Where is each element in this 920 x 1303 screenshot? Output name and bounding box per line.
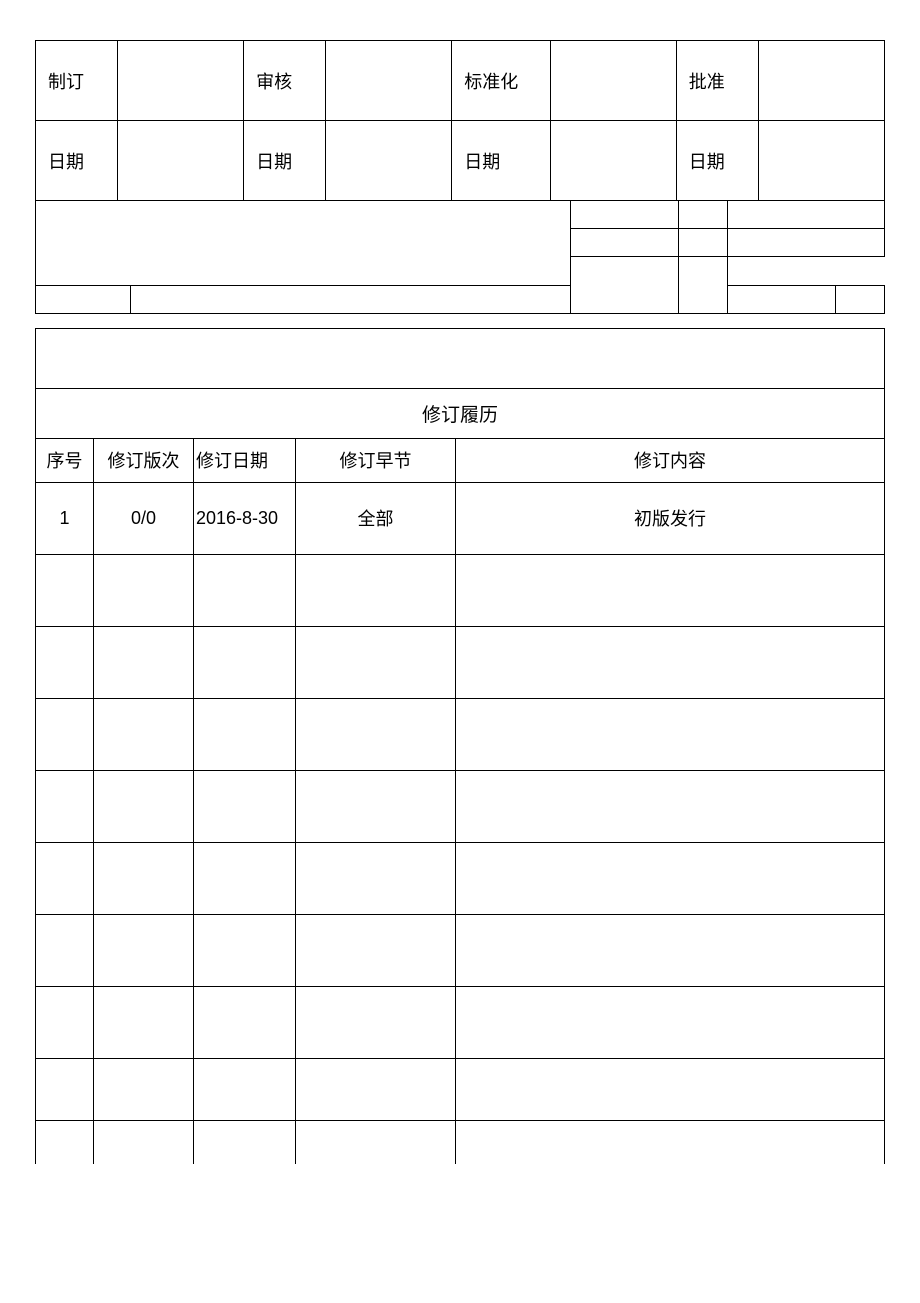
value-create (118, 41, 244, 121)
cell-content (456, 1120, 885, 1164)
cell-section (296, 770, 456, 842)
cell-section (296, 914, 456, 986)
header-section: 修订早节 (296, 438, 456, 482)
cell-section (296, 554, 456, 626)
value-date-4 (758, 121, 884, 201)
cell-version (94, 1120, 194, 1164)
value-approve (758, 41, 884, 121)
header-date: 修订日期 (194, 438, 296, 482)
table-row (36, 698, 885, 770)
label-date-2: 日期 (244, 121, 326, 201)
revision-blank-header (36, 328, 885, 388)
meta-cell-a3b (131, 285, 571, 313)
meta-cell-c3 (836, 285, 885, 313)
label-create: 制订 (36, 41, 118, 121)
value-standardize (550, 41, 676, 121)
cell-version (94, 698, 194, 770)
label-date-3: 日期 (452, 121, 551, 201)
table-row: 1 0/0 2016-8-30 全部 初版发行 (36, 482, 885, 554)
table-row (36, 770, 885, 842)
cell-seq: 1 (36, 482, 94, 554)
cell-version (94, 770, 194, 842)
meta-cell-b3 (728, 285, 836, 313)
label-date-4: 日期 (676, 121, 758, 201)
cell-seq (36, 1058, 94, 1120)
cell-version (94, 626, 194, 698)
cell-section: 全部 (296, 482, 456, 554)
meta-row-3 (36, 285, 885, 313)
revision-title: 修订履历 (36, 388, 885, 438)
cell-date (194, 1120, 296, 1164)
cell-content (456, 626, 885, 698)
meta-cell-a3a (36, 285, 131, 313)
cell-content (456, 842, 885, 914)
cell-seq (36, 554, 94, 626)
table-row (36, 1120, 885, 1164)
cell-seq (36, 770, 94, 842)
cell-version (94, 1058, 194, 1120)
header-seq: 序号 (36, 438, 94, 482)
value-date-1 (118, 121, 244, 201)
cell-date (194, 554, 296, 626)
revision-blank-cell (36, 328, 885, 388)
cell-content (456, 986, 885, 1058)
cell-seq (36, 842, 94, 914)
table-row (36, 842, 885, 914)
cell-seq (36, 698, 94, 770)
cell-version (94, 986, 194, 1058)
label-review: 审核 (244, 41, 326, 121)
cell-date (194, 842, 296, 914)
header-version: 修订版次 (94, 438, 194, 482)
cell-date (194, 1058, 296, 1120)
value-date-3 (550, 121, 676, 201)
cell-content: 初版发行 (456, 482, 885, 554)
revision-header-row: 序号 修订版次 修订日期 修订早节 修订内容 (36, 438, 885, 482)
cell-seq (36, 1120, 94, 1164)
table-row (36, 914, 885, 986)
cell-content (456, 770, 885, 842)
table-row (36, 626, 885, 698)
label-approve: 批准 (676, 41, 758, 121)
cell-date (194, 986, 296, 1058)
label-standardize: 标准化 (452, 41, 551, 121)
cell-seq (36, 914, 94, 986)
meta-cell-a1 (36, 201, 571, 285)
cell-section (296, 1120, 456, 1164)
value-review (326, 41, 452, 121)
cell-date: 2016-8-30 (194, 482, 296, 554)
revision-title-row: 修订履历 (36, 388, 885, 438)
table-row (36, 1058, 885, 1120)
header-content: 修订内容 (456, 438, 885, 482)
cell-section (296, 626, 456, 698)
cell-version (94, 554, 194, 626)
value-date-2 (326, 121, 452, 201)
cell-content (456, 914, 885, 986)
approval-row-dates: 日期 日期 日期 日期 (36, 121, 885, 201)
cell-date (194, 698, 296, 770)
cell-date (194, 914, 296, 986)
cell-version: 0/0 (94, 482, 194, 554)
table-row (36, 554, 885, 626)
approval-row-names: 制订 审核 标准化 批准 (36, 41, 885, 121)
cell-seq (36, 626, 94, 698)
table-row (36, 986, 885, 1058)
cell-date (194, 626, 296, 698)
approval-table: 制订 审核 标准化 批准 日期 日期 日期 日期 (35, 40, 885, 201)
revision-table: 修订履历 序号 修订版次 修订日期 修订早节 修订内容 1 0/0 2016-8… (35, 328, 885, 1165)
cell-content (456, 554, 885, 626)
cell-seq (36, 986, 94, 1058)
cell-version (94, 842, 194, 914)
cell-date (194, 770, 296, 842)
cell-version (94, 914, 194, 986)
label-date-1: 日期 (36, 121, 118, 201)
cell-content (456, 1058, 885, 1120)
cell-section (296, 698, 456, 770)
cell-section (296, 842, 456, 914)
cell-section (296, 986, 456, 1058)
cell-content (456, 698, 885, 770)
cell-section (296, 1058, 456, 1120)
